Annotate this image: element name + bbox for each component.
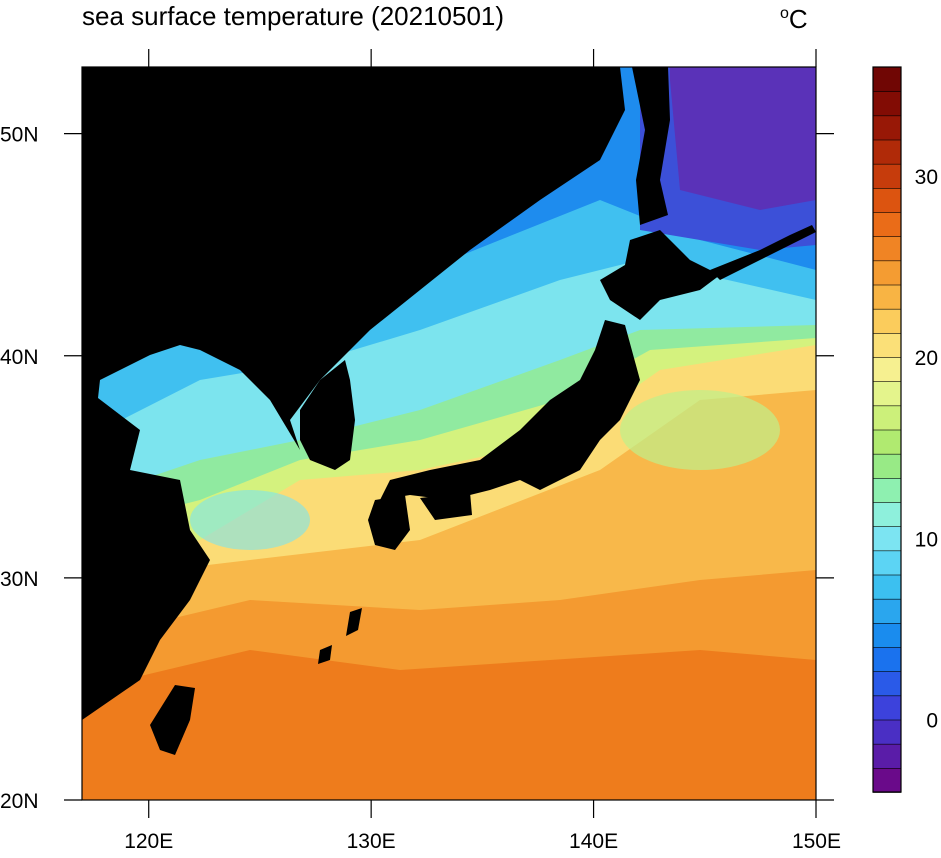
colorbar-swatch — [872, 477, 902, 503]
colorbar-swatch — [872, 139, 902, 165]
lon-tick-label: 140E — [569, 830, 618, 853]
colorbar-swatch — [872, 453, 902, 479]
colorbar-tick-label: 20 — [915, 347, 938, 370]
sst-zone-0c — [670, 67, 816, 210]
colorbar-swatch — [872, 380, 902, 407]
lat-tick-label: 20N — [0, 790, 39, 813]
map-frame — [81, 66, 817, 801]
colorbar-swatch — [872, 211, 902, 237]
colorbar-swatch — [872, 429, 902, 455]
colorbar-swatch — [872, 235, 902, 262]
units-label: oC — [780, 4, 808, 35]
land-mask — [82, 67, 816, 755]
colorbar-swatch — [872, 670, 902, 697]
colorbar-swatch — [872, 284, 902, 310]
colorbar-swatch — [872, 501, 902, 527]
colorbar-swatch — [872, 743, 902, 769]
degree-symbol: o — [780, 5, 789, 22]
lon-tick-label: 150E — [792, 830, 841, 853]
colorbar-swatch — [872, 719, 902, 745]
land-ryukyu-amami — [318, 645, 332, 664]
units-text: C — [788, 4, 808, 34]
land-kyushu — [368, 495, 410, 550]
colorbar-swatch — [872, 598, 902, 624]
colorbar-swatch — [872, 115, 902, 141]
colorbar-tick-label: 10 — [915, 528, 938, 551]
lat-tick-label: 40N — [0, 346, 39, 369]
land-hokkaido — [600, 230, 720, 320]
land-asia — [82, 67, 625, 720]
colorbar-swatch — [872, 187, 902, 213]
colorbar-swatch — [872, 332, 902, 358]
land-honshu — [380, 320, 640, 500]
sst-warm-eddy — [190, 490, 310, 550]
colorbar-swatch — [872, 695, 902, 721]
colorbar-swatch — [872, 308, 902, 334]
land-sakhalin — [632, 67, 670, 225]
land-taiwan — [150, 685, 195, 755]
colorbar-swatch — [872, 622, 902, 648]
colorbar-tick-label: 0 — [926, 710, 938, 733]
colorbar-frame — [872, 66, 902, 793]
colorbar-tick-label: 30 — [915, 166, 938, 189]
colorbar-swatch — [872, 405, 902, 431]
colorbar-swatch — [872, 356, 902, 382]
colorbar-swatch — [872, 550, 902, 576]
colorbar-swatch — [872, 163, 902, 189]
map-axes: 120E 130E 140E 150E 20N 30N 40N 50N — [0, 49, 841, 853]
colorbar-swatch — [872, 260, 902, 286]
land-shikoku — [420, 492, 472, 520]
colorbar-swatch — [872, 90, 902, 117]
colorbar-swatch — [872, 525, 902, 552]
lat-tick-label: 30N — [0, 568, 39, 591]
map-field — [82, 67, 816, 800]
map-title: sea surface temperature (20210501) — [82, 1, 505, 31]
colorbar-swatch — [872, 66, 902, 92]
lat-tick-label: 50N — [0, 124, 39, 147]
lon-tick-label: 130E — [347, 830, 396, 853]
sst-kuroshio-eddy — [620, 390, 780, 470]
land-kuril — [710, 225, 816, 280]
colorbar-swatch — [872, 767, 902, 793]
colorbar-swatch — [872, 574, 902, 600]
colorbar-swatch — [872, 646, 902, 672]
land-ryukyu-okinawa — [346, 608, 362, 636]
land-korea — [300, 360, 355, 470]
lon-tick-label: 120E — [124, 830, 173, 853]
colorbar: 0 10 20 30 — [872, 66, 938, 793]
